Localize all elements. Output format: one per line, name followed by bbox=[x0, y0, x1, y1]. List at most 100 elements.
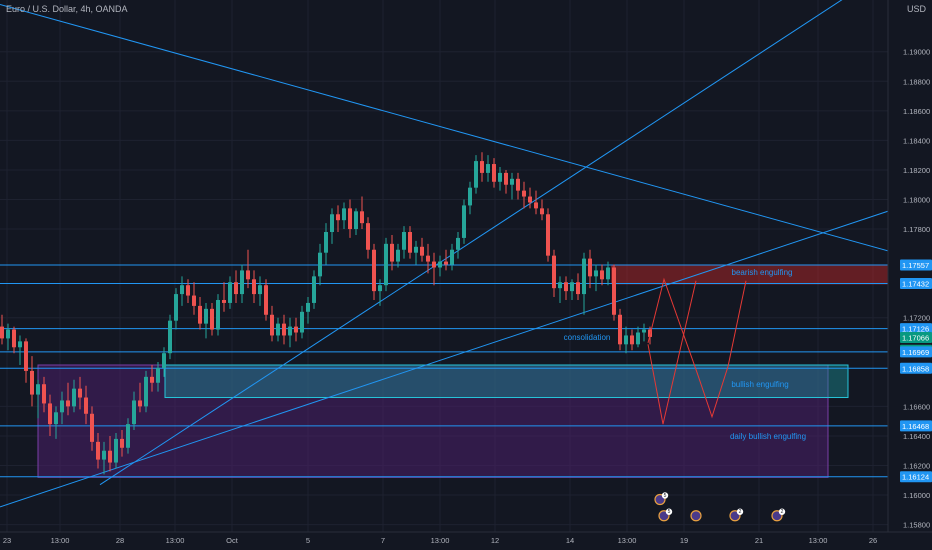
candle-body bbox=[576, 282, 580, 295]
candle-body bbox=[168, 320, 172, 354]
currency-label[interactable]: USD bbox=[907, 4, 927, 14]
price-tag-box bbox=[900, 277, 932, 289]
candle bbox=[114, 432, 118, 469]
candle-body bbox=[330, 214, 334, 233]
price-tag-box bbox=[900, 362, 932, 374]
candle bbox=[132, 391, 136, 431]
candle-body bbox=[384, 243, 388, 286]
candle bbox=[108, 435, 112, 472]
candle-body bbox=[516, 178, 520, 191]
candle-body bbox=[252, 279, 256, 295]
event-markers[interactable]: 5 5 2 2 bbox=[654, 492, 786, 522]
candle-body bbox=[498, 172, 502, 182]
candle bbox=[414, 240, 418, 265]
candle-body bbox=[522, 190, 526, 197]
event-marker[interactable]: 2 bbox=[729, 508, 744, 522]
projection-path-upper bbox=[647, 277, 747, 419]
candle-body bbox=[174, 294, 178, 321]
price-tag: 1.16858 bbox=[900, 362, 932, 374]
candle bbox=[582, 252, 586, 315]
annotation-label: bearish engulfing bbox=[732, 268, 793, 277]
zone-purple bbox=[37, 364, 829, 478]
candle bbox=[372, 243, 376, 300]
candle bbox=[60, 391, 64, 425]
candle-body bbox=[468, 187, 472, 206]
event-marker-badge bbox=[665, 508, 673, 515]
event-marker[interactable]: 2 bbox=[771, 508, 786, 522]
price-tick-label: 1.18800 bbox=[903, 77, 930, 86]
candle-body bbox=[456, 237, 460, 250]
candle-body bbox=[288, 326, 292, 336]
time-tick-label: Oct bbox=[226, 536, 239, 545]
price-tag-label: 1.16124 bbox=[902, 473, 929, 482]
candle bbox=[336, 205, 340, 233]
candle-body bbox=[402, 232, 406, 250]
event-marker[interactable] bbox=[690, 510, 702, 522]
time-tick-label: 13:00 bbox=[431, 536, 450, 545]
candle-body bbox=[96, 441, 100, 460]
candle-body bbox=[162, 353, 166, 368]
candle bbox=[516, 172, 520, 200]
candle-body bbox=[336, 214, 340, 221]
candle bbox=[354, 208, 358, 235]
time-tick-label: 7 bbox=[381, 536, 385, 545]
candle-body bbox=[372, 249, 376, 292]
candle bbox=[312, 270, 316, 309]
candle bbox=[48, 394, 52, 436]
candle-body bbox=[642, 329, 646, 333]
event-marker[interactable]: 5 bbox=[654, 492, 669, 506]
candle bbox=[72, 379, 76, 413]
price-tag: 1.17066 bbox=[900, 332, 932, 344]
candle bbox=[426, 243, 430, 274]
candle bbox=[90, 406, 94, 451]
price-tag-box bbox=[900, 471, 932, 483]
time-tick-label: 13:00 bbox=[618, 536, 637, 545]
candle-body bbox=[414, 246, 418, 253]
candle bbox=[252, 270, 256, 303]
candle bbox=[24, 338, 28, 383]
candle-body bbox=[114, 438, 118, 463]
candle bbox=[96, 432, 100, 469]
price-tick-label: 1.16600 bbox=[903, 402, 930, 411]
candle-body bbox=[60, 400, 64, 413]
candle-body bbox=[594, 270, 598, 277]
price-tag: 1.17432 bbox=[900, 277, 932, 289]
annotations: bearish engulfing consolidation bullish en… bbox=[564, 268, 806, 441]
candle-body bbox=[312, 276, 316, 303]
candle-body bbox=[360, 211, 364, 224]
candle bbox=[462, 199, 466, 244]
candle bbox=[348, 199, 352, 238]
candle bbox=[240, 264, 244, 303]
candle bbox=[300, 305, 304, 339]
time-tick-label: 23 bbox=[3, 536, 11, 545]
candle bbox=[138, 382, 142, 413]
price-tick-label: 1.18600 bbox=[903, 107, 930, 116]
candle-body bbox=[480, 161, 484, 173]
candle-body bbox=[546, 214, 550, 256]
candle bbox=[504, 169, 508, 194]
price-tag: 1.16124 bbox=[900, 471, 932, 483]
candle bbox=[396, 243, 400, 268]
candle-body bbox=[192, 295, 196, 306]
candle-body bbox=[210, 308, 214, 330]
candle-body bbox=[300, 311, 304, 333]
price-tick-label: 1.15800 bbox=[903, 521, 930, 530]
candle bbox=[642, 323, 646, 342]
price-tag-label: 1.16468 bbox=[902, 422, 929, 431]
candle bbox=[570, 279, 574, 300]
event-marker-badge bbox=[736, 508, 744, 515]
candle bbox=[438, 255, 442, 277]
candle bbox=[54, 406, 58, 439]
candle bbox=[162, 347, 166, 377]
candle-body bbox=[540, 208, 544, 215]
candle bbox=[540, 199, 544, 221]
candle-body bbox=[444, 261, 448, 265]
price-tag: 1.16468 bbox=[900, 420, 932, 432]
event-marker-count: 2 bbox=[739, 509, 742, 515]
time-tick-label: 19 bbox=[680, 536, 688, 545]
price-tag-box bbox=[900, 420, 932, 432]
event-marker[interactable]: 5 bbox=[658, 508, 673, 522]
candle bbox=[390, 234, 394, 271]
candle bbox=[216, 294, 220, 336]
